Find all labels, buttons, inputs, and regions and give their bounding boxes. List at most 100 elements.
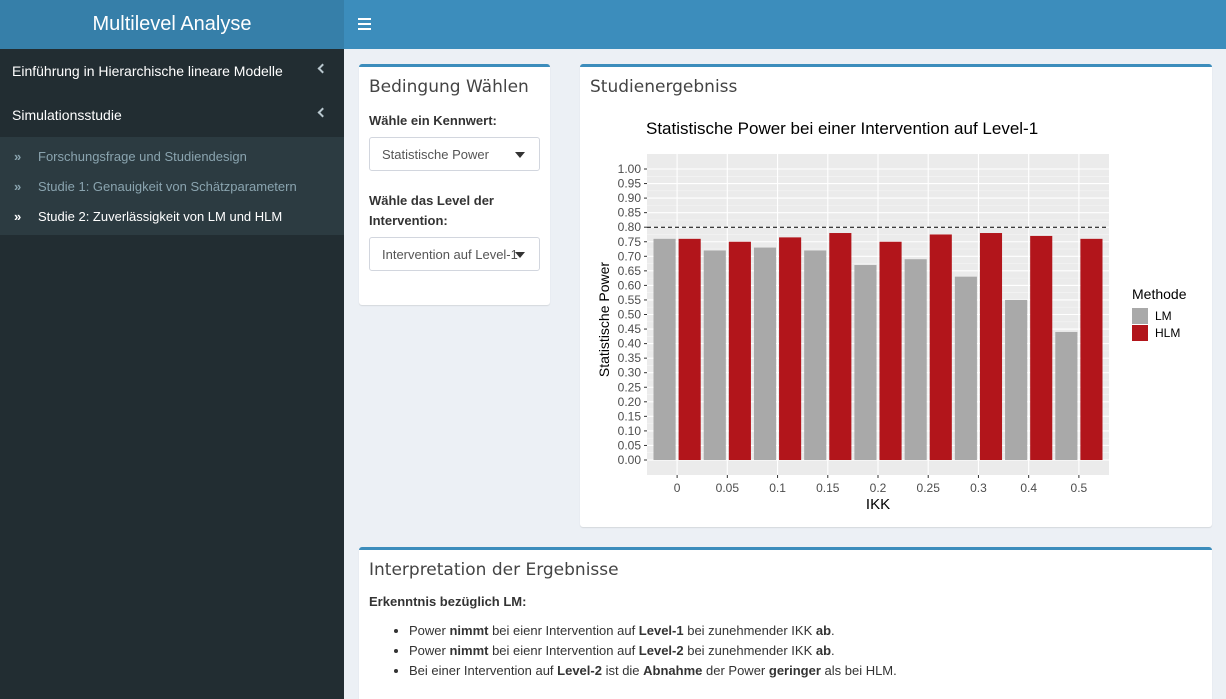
level-select-value: Intervention auf Level-1 <box>382 246 518 262</box>
double-chevron-right-icon: » <box>14 148 22 164</box>
kennwert-label: Wähle ein Kennwert: <box>369 113 497 128</box>
bar-hlm <box>979 233 1003 460</box>
sidebar-subitem-studie2[interactable]: » Studie 2: Zuverlässigkeit von LM und H… <box>0 201 344 231</box>
bullet-emphasis: nimmt <box>449 643 489 658</box>
caret-down-icon <box>515 152 525 158</box>
sidebar-item-label: Simulationsstudie <box>12 107 122 123</box>
bullet-emphasis: Level-1 <box>638 623 684 638</box>
x-axis-title: IKK <box>866 496 890 513</box>
sidebar-submenu: » Forschungsfrage und Studiendesign » St… <box>0 137 344 235</box>
y-tick-label: 0.55 <box>618 293 642 307</box>
chevron-left-icon <box>317 107 328 118</box>
y-tick-label: 0.10 <box>618 424 642 438</box>
bullet-emphasis: nimmt <box>449 623 489 638</box>
x-tick-label: 0.15 <box>816 481 840 495</box>
bullet-text: bei eienr Intervention auf <box>488 623 639 638</box>
top-navbar <box>344 0 1226 49</box>
double-chevron-right-icon: » <box>14 208 22 224</box>
interpretation-box-title: Interpretation der Ergebnisse <box>369 560 619 580</box>
bar-hlm <box>779 237 802 460</box>
y-tick-label: 0.15 <box>618 409 642 423</box>
bar-lm <box>753 247 777 460</box>
bar-lm <box>1005 299 1028 460</box>
bar-lm <box>804 250 827 460</box>
y-tick-label: 0.80 <box>618 220 642 234</box>
double-chevron-right-icon: » <box>14 178 22 194</box>
sidebar-item-simulationsstudie[interactable]: Simulationsstudie <box>0 93 344 137</box>
app-logo[interactable]: Multilevel Analyse <box>0 0 344 49</box>
bullet-text: Power <box>409 623 450 638</box>
y-tick-label: 0.00 <box>618 453 642 467</box>
x-tick-label: 0.3 <box>970 481 987 495</box>
power-bar-chart: Statistische Power bei einer Interventio… <box>596 119 1187 513</box>
y-tick-label: 1.00 <box>618 162 642 176</box>
bar-lm <box>904 259 927 460</box>
bullet-emphasis: Level-2 <box>638 643 684 658</box>
x-tick-label: 0.4 <box>1020 481 1037 495</box>
interpretation-subtitle: Erkenntnis bezüglich LM: <box>369 594 527 609</box>
x-tick-label: 0.1 <box>769 481 786 495</box>
x-tick-label: 0 <box>674 481 681 495</box>
results-box-title: Studienergebniss <box>590 77 738 97</box>
bar-hlm <box>879 241 902 460</box>
sidebar: Einführung in Hierarchische lineare Mode… <box>0 49 344 699</box>
bar-hlm <box>1030 235 1053 460</box>
chart-title: Statistische Power bei einer Interventio… <box>646 119 1038 138</box>
bar-lm <box>1055 331 1078 460</box>
y-tick-label: 0.30 <box>618 366 642 380</box>
bullet-emphasis: ab <box>815 643 832 658</box>
bullet-emphasis: ab <box>815 623 832 638</box>
sidebar-item-einfuehrung[interactable]: Einführung in Hierarchische lineare Mode… <box>0 49 344 93</box>
y-tick-label: 0.95 <box>618 177 642 191</box>
bar-lm <box>854 265 877 460</box>
interpretation-box: Interpretation der Ergebnisse Erkenntnis… <box>359 547 1212 699</box>
x-tick-label: 0.5 <box>1071 481 1088 495</box>
legend-label: HLM <box>1155 326 1180 340</box>
kennwert-select-value: Statistische Power <box>382 146 489 162</box>
bar-lm <box>703 250 726 460</box>
sidebar-subitem-forschungsfrage[interactable]: » Forschungsfrage und Studiendesign <box>0 141 344 171</box>
interpretation-bullet: Bei einer Intervention auf Level-2 ist d… <box>409 661 1212 681</box>
sidebar-subitem-studie1[interactable]: » Studie 1: Genauigkeit von Schätzparame… <box>0 171 344 201</box>
y-tick-label: 0.25 <box>618 380 642 394</box>
chevron-left-icon <box>317 63 328 74</box>
bar-lm <box>653 238 676 460</box>
y-tick-label: 0.45 <box>618 322 642 336</box>
bullet-emphasis: Abnahme <box>643 663 703 678</box>
bullet-text: der Power <box>702 663 769 678</box>
y-tick-label: 0.90 <box>618 191 642 205</box>
y-tick-label: 0.85 <box>618 206 642 220</box>
bullet-text: Power <box>409 643 450 658</box>
bullet-emphasis: geringer <box>768 663 821 678</box>
sidebar-item-label: Einführung in Hierarchische lineare Mode… <box>12 63 283 79</box>
interpretation-bullet: Power nimmt bei eienr Intervention auf L… <box>409 621 1212 641</box>
y-tick-label: 0.35 <box>618 351 642 365</box>
bar-hlm <box>1080 238 1103 460</box>
y-axis-title: Statistische Power <box>596 262 612 377</box>
sidebar-subitem-label: Studie 1: Genauigkeit von Schätzparamete… <box>38 178 297 194</box>
y-tick-label: 0.75 <box>618 235 642 249</box>
x-tick-label: 0.2 <box>870 481 887 495</box>
conditions-box-title: Bedingung Wählen <box>369 77 529 97</box>
y-tick-label: 0.70 <box>618 249 642 263</box>
y-tick-label: 0.50 <box>618 308 642 322</box>
y-tick-label: 0.20 <box>618 395 642 409</box>
legend-label: LM <box>1155 309 1172 323</box>
sidebar-subitem-label: Studie 2: Zuverlässigkeit von LM und HLM <box>38 208 283 224</box>
sidebar-toggle-icon[interactable] <box>358 14 374 34</box>
bullet-text: . <box>831 623 835 638</box>
conditions-box: Bedingung Wählen Wähle ein Kennwert: Sta… <box>359 64 550 305</box>
bar-lm <box>954 276 977 460</box>
legend-swatch-lm <box>1132 308 1148 324</box>
legend-title: Methode <box>1132 286 1187 302</box>
kennwert-select[interactable]: Statistische Power <box>369 137 540 171</box>
bullet-text: Bei einer Intervention auf <box>409 663 558 678</box>
level-select[interactable]: Intervention auf Level-1 <box>369 237 540 271</box>
y-tick-label: 0.60 <box>618 278 642 292</box>
bar-hlm <box>728 241 751 460</box>
bullet-text: bei zunehmender IKK <box>683 623 816 638</box>
sidebar-subitem-label: Forschungsfrage und Studiendesign <box>38 148 247 164</box>
y-tick-label: 0.05 <box>618 438 642 452</box>
bullet-text: bei zunehmender IKK <box>683 643 816 658</box>
x-tick-label: 0.05 <box>716 481 740 495</box>
